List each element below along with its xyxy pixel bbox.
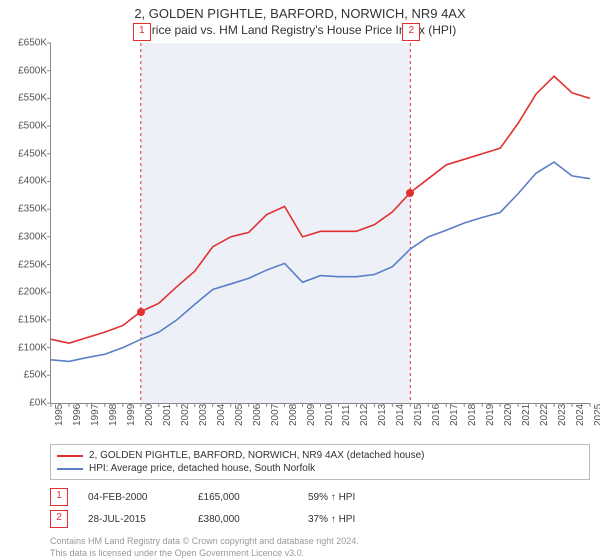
x-axis-label: 2020 xyxy=(503,404,514,426)
x-axis-label: 2019 xyxy=(485,404,496,426)
license-line: Contains HM Land Registry data © Crown c… xyxy=(50,536,590,548)
x-axis-label: 2016 xyxy=(431,404,442,426)
sale-date: 28-JUL-2015 xyxy=(88,514,178,525)
legend-label: HPI: Average price, detached house, Sout… xyxy=(89,463,315,474)
x-axis-label: 2006 xyxy=(252,404,263,426)
title-line-2: Price paid vs. HM Land Registry's House … xyxy=(0,23,600,37)
x-axis-label: 2011 xyxy=(341,404,352,426)
x-axis-label: 2010 xyxy=(324,404,335,426)
x-axis-label: 2004 xyxy=(216,404,227,426)
y-axis-label: £150K xyxy=(3,314,47,325)
sale-date: 04-FEB-2000 xyxy=(88,492,178,503)
x-axis-label: 1999 xyxy=(126,404,137,426)
sales-table: 1 04-FEB-2000 £165,000 59% ↑ HPI 2 28-JU… xyxy=(50,486,590,530)
y-axis-label: £550K xyxy=(3,93,47,104)
x-axis-label: 2007 xyxy=(270,404,281,426)
price-chart: 12£0K£50K£100K£150K£200K£250K£300K£350K£… xyxy=(50,43,590,404)
x-axis-label: 2001 xyxy=(162,404,173,426)
chart-marker: 1 xyxy=(133,23,151,41)
y-axis-label: £50K xyxy=(3,370,47,381)
legend: 2, GOLDEN PIGHTLE, BARFORD, NORWICH, NR9… xyxy=(50,444,590,480)
x-axis-label: 2003 xyxy=(198,404,209,426)
x-axis-label: 2022 xyxy=(539,404,550,426)
x-axis-label: 2018 xyxy=(467,404,478,426)
x-axis-label: 2021 xyxy=(521,404,532,426)
sale-price: £165,000 xyxy=(198,492,288,503)
x-axis-label: 1996 xyxy=(72,404,83,426)
x-axis-label: 2008 xyxy=(288,404,299,426)
table-row: 2 28-JUL-2015 £380,000 37% ↑ HPI xyxy=(50,508,590,530)
x-axis-label: 2023 xyxy=(557,404,568,426)
x-axis-label: 1997 xyxy=(90,404,101,426)
sale-dot xyxy=(137,308,145,316)
y-axis-label: £100K xyxy=(3,342,47,353)
legend-label: 2, GOLDEN PIGHTLE, BARFORD, NORWICH, NR9… xyxy=(89,450,424,461)
table-row: 1 04-FEB-2000 £165,000 59% ↑ HPI xyxy=(50,486,590,508)
x-axis-label: 1998 xyxy=(108,404,119,426)
y-axis-label: £450K xyxy=(3,148,47,159)
chart-svg xyxy=(51,43,590,403)
legend-swatch xyxy=(57,455,83,457)
x-axis-label: 2012 xyxy=(359,404,370,426)
x-axis-label: 1995 xyxy=(54,404,65,426)
y-axis-label: £400K xyxy=(3,176,47,187)
y-axis-label: £250K xyxy=(3,259,47,270)
x-axis-label: 2009 xyxy=(306,404,317,426)
sale-delta: 59% ↑ HPI xyxy=(308,492,398,503)
sale-dot xyxy=(406,189,414,197)
sale-delta: 37% ↑ HPI xyxy=(308,514,398,525)
x-axis-label: 2013 xyxy=(377,404,388,426)
x-axis-label: 2025 xyxy=(593,404,600,426)
license-line: This data is licensed under the Open Gov… xyxy=(50,548,590,560)
y-axis-label: £600K xyxy=(3,65,47,76)
y-axis-label: £650K xyxy=(3,38,47,49)
x-axis-label: 2015 xyxy=(413,404,424,426)
x-axis-label: 2002 xyxy=(180,404,191,426)
x-axis-label: 2014 xyxy=(395,404,406,426)
y-axis-label: £350K xyxy=(3,204,47,215)
x-axis-label: 2024 xyxy=(575,404,586,426)
y-axis-label: £0K xyxy=(3,398,47,409)
y-axis-label: £200K xyxy=(3,287,47,298)
title-line-1: 2, GOLDEN PIGHTLE, BARFORD, NORWICH, NR9… xyxy=(0,6,600,21)
chart-marker: 2 xyxy=(402,23,420,41)
sale-marker-box: 1 xyxy=(50,488,68,506)
y-axis-label: £300K xyxy=(3,231,47,242)
sale-price: £380,000 xyxy=(198,514,288,525)
legend-swatch xyxy=(57,468,83,470)
x-axis-label: 2000 xyxy=(144,404,155,426)
legend-row: HPI: Average price, detached house, Sout… xyxy=(57,462,583,475)
legend-row: 2, GOLDEN PIGHTLE, BARFORD, NORWICH, NR9… xyxy=(57,449,583,462)
y-axis-label: £500K xyxy=(3,121,47,132)
sale-marker-box: 2 xyxy=(50,510,68,528)
x-axis-label: 2005 xyxy=(234,404,245,426)
license-text: Contains HM Land Registry data © Crown c… xyxy=(50,536,590,559)
x-axis-label: 2017 xyxy=(449,404,460,426)
